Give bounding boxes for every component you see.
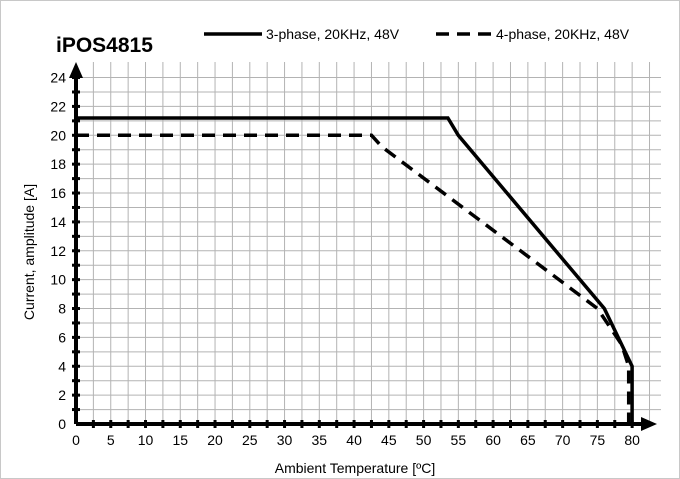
x-tick-label: 10 (138, 432, 154, 448)
x-tick-label: 60 (485, 432, 501, 448)
x-tick-label: 80 (624, 432, 640, 448)
series-layer (76, 116, 634, 424)
y-tick-label: 0 (58, 416, 66, 432)
x-tick-label: 5 (107, 432, 115, 448)
y-tick-label: 10 (50, 272, 66, 288)
y-tick-label: 4 (58, 358, 66, 374)
y-tick-label: 24 (50, 70, 66, 86)
x-tick-label: 25 (242, 432, 258, 448)
y-tick-label: 8 (58, 301, 66, 317)
y-tick-label: 20 (50, 127, 66, 143)
tick-layer: 0 5 10 15 20 25 30 35 40 45 50 55 60 65 70 75 8002468101… (50, 70, 640, 448)
legend: 3-phase, 20KHz, 48V 4-phase, 20KHz, 48V (204, 26, 630, 42)
y-axis-arrow (69, 62, 83, 78)
y-tick-label: 6 (58, 329, 66, 345)
y-tick-label: 14 (50, 214, 66, 230)
grid-layer (76, 62, 661, 424)
series-line-3-phase (76, 116, 634, 424)
y-axis-title: Current, amplitude [A] (21, 184, 37, 320)
series-line-4-phase (76, 133, 631, 424)
x-tick-label: 65 (520, 432, 536, 448)
x-tick-label: 30 (277, 432, 293, 448)
x-tick-label: 50 (416, 432, 432, 448)
axis-layer (69, 62, 657, 431)
y-tick-label: 18 (50, 156, 66, 172)
x-tick-label: 35 (312, 432, 328, 448)
x-tick-label: 45 (381, 432, 397, 448)
x-axis-title: Ambient Temperature [ºC] (275, 460, 435, 476)
x-axis-arrow (641, 417, 657, 431)
y-tick-label: 22 (50, 98, 66, 114)
legend-label-3-phase: 3-phase, 20KHz, 48V (266, 26, 400, 42)
legend-label-4-phase: 4-phase, 20KHz, 48V (496, 26, 630, 42)
x-tick-label: 20 (207, 432, 223, 448)
x-tick-label: 15 (172, 432, 188, 448)
x-tick-label: 55 (451, 432, 467, 448)
x-tick-label: 75 (590, 432, 606, 448)
x-tick-label: 40 (346, 432, 362, 448)
y-tick-label: 2 (58, 387, 66, 403)
x-tick-label: 70 (555, 432, 571, 448)
chart-title: iPOS4815 (56, 34, 153, 57)
y-tick-label: 12 (50, 243, 66, 259)
x-tick-label: 0 (72, 432, 80, 448)
y-tick-label: 16 (50, 185, 66, 201)
